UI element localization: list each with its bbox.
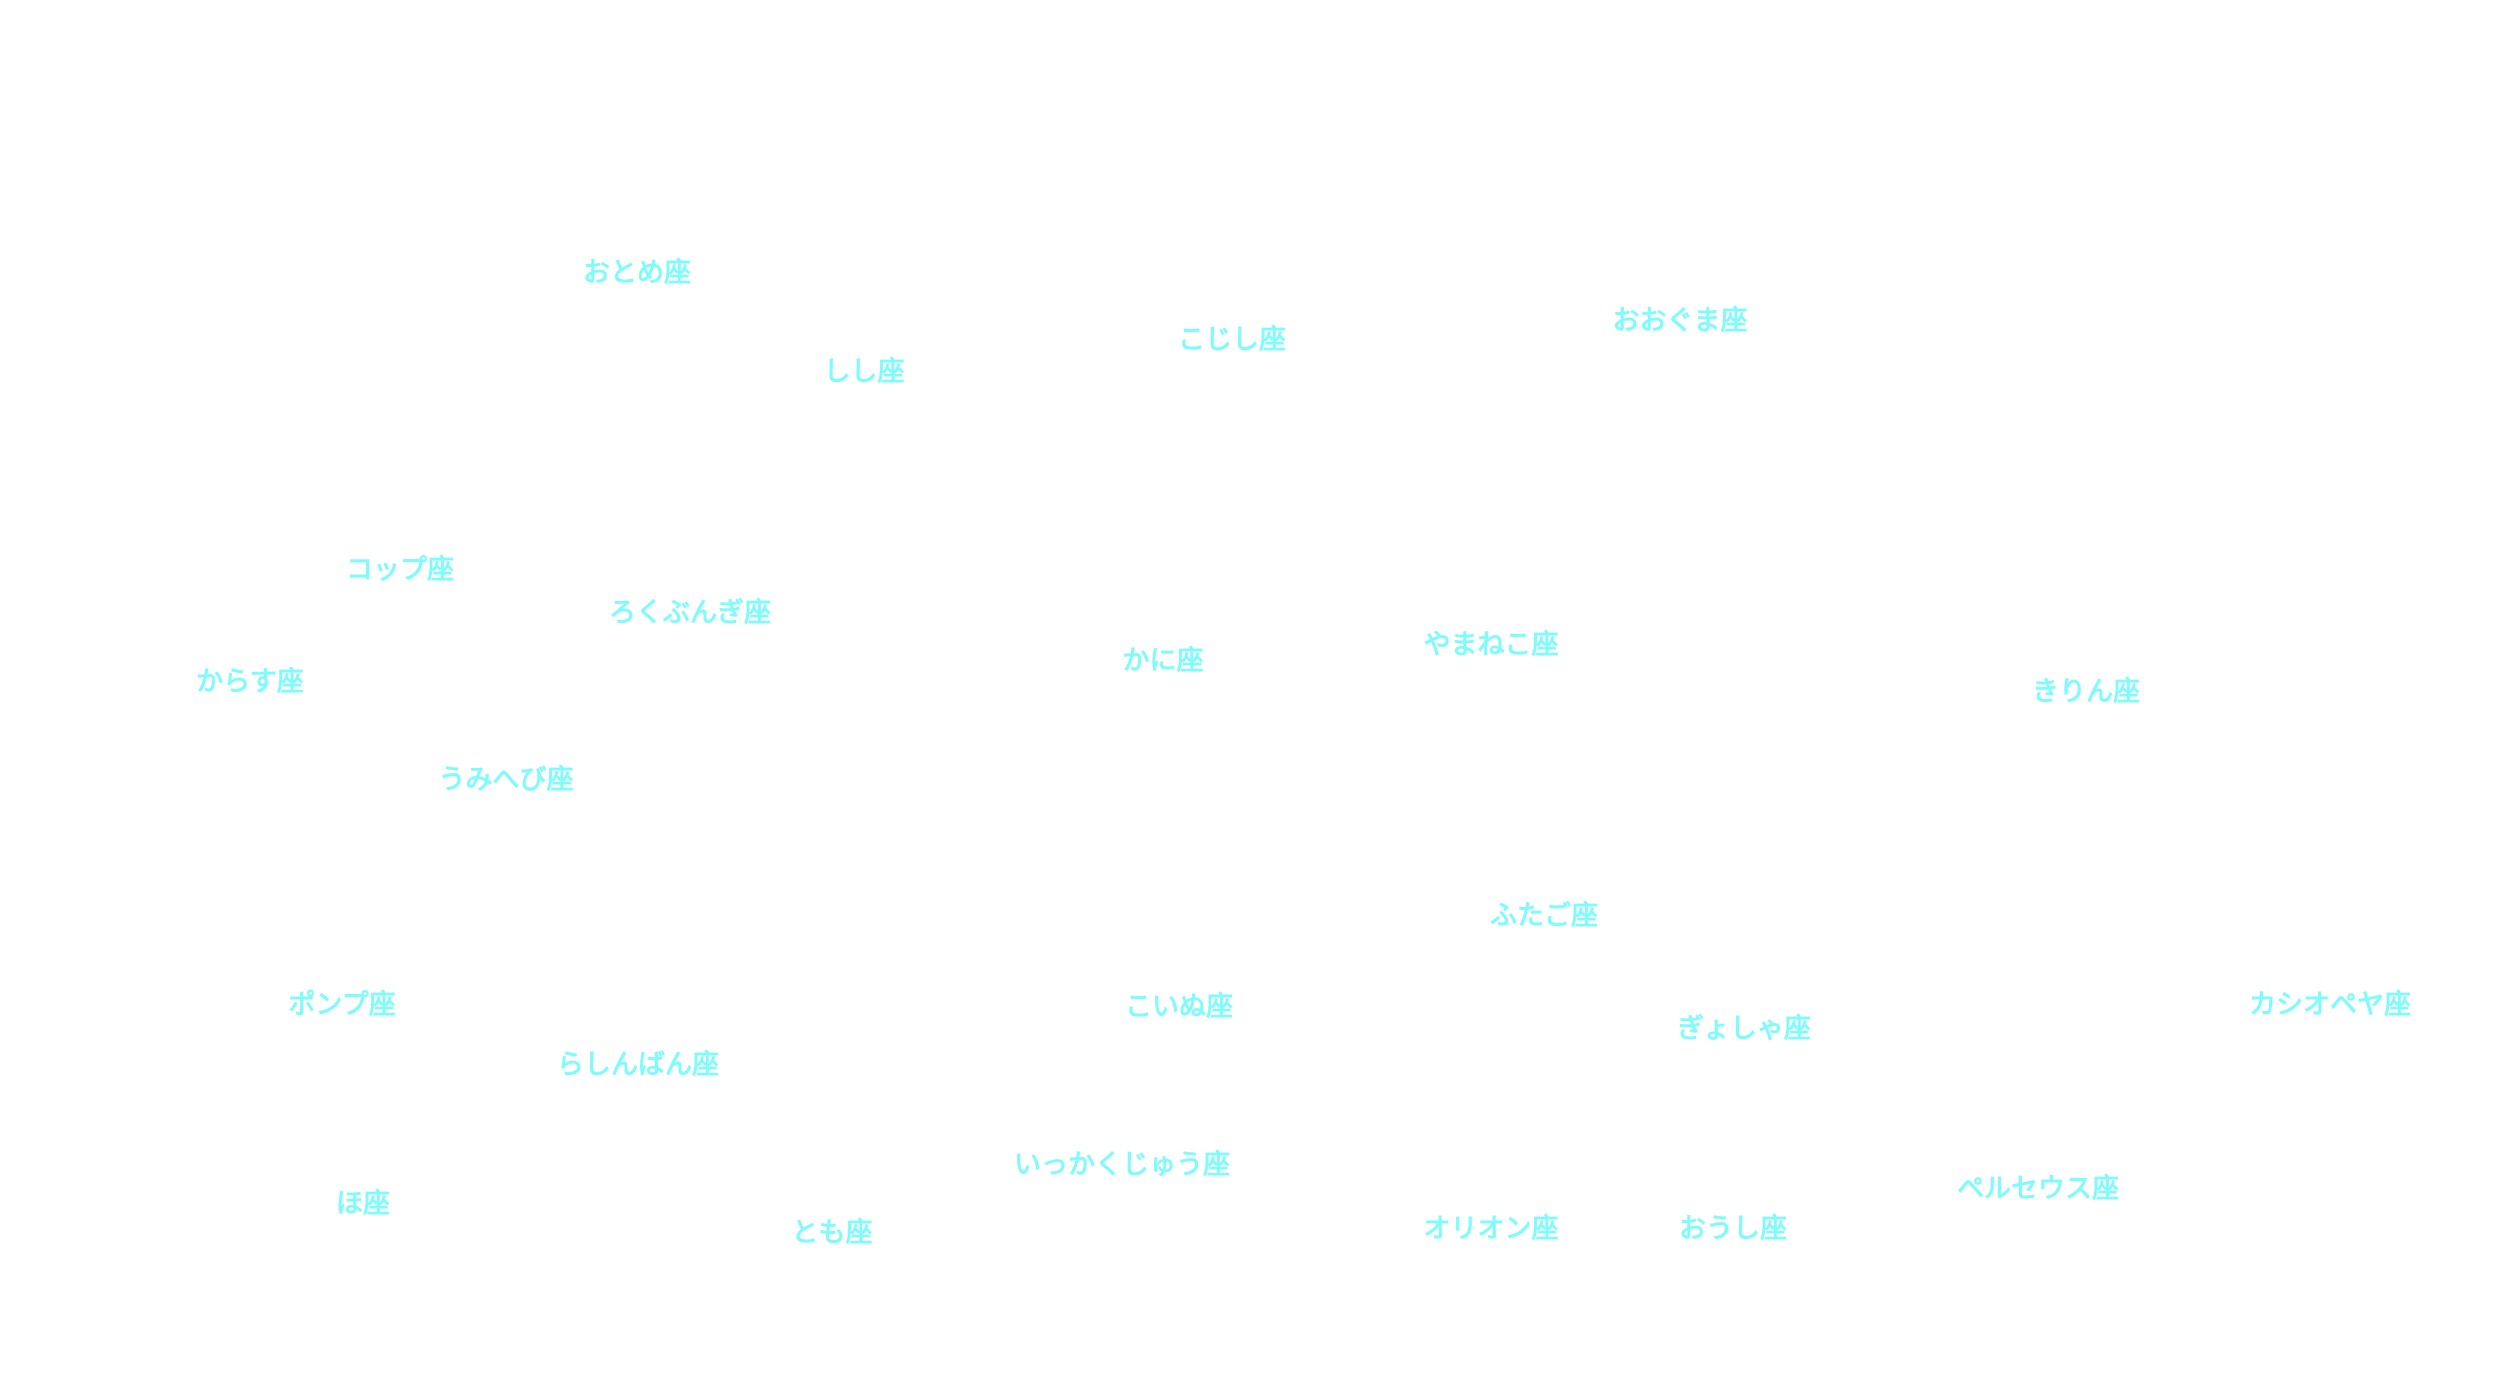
constellation-label: おおぐま座 — [1613, 305, 1748, 337]
constellation-label: コップ座 — [346, 554, 454, 586]
constellation-label: カシオペヤ座 — [2249, 989, 2411, 1021]
constellation-label: しし座 — [824, 356, 905, 388]
constellation-label: ペルセウス座 — [1957, 1173, 2119, 1205]
constellation-label: うみへび座 — [439, 764, 574, 796]
constellation-label: ポンプ座 — [288, 989, 395, 1021]
constellation-label: ふたご座 — [1490, 900, 1598, 932]
constellation-label: かに座 — [1123, 645, 1204, 677]
constellation-label: らしんばん座 — [557, 1049, 719, 1081]
constellation-label: おとめ座 — [583, 257, 691, 289]
constellation-label: やまねこ座 — [1424, 629, 1559, 661]
constellation-label: こじし座 — [1178, 324, 1286, 356]
constellation-label: いっかくじゅう座 — [1014, 1149, 1230, 1181]
constellation-label: とも座 — [792, 1217, 873, 1249]
constellation-label: ほ座 — [336, 1188, 390, 1220]
constellation-label: ろくぶんぎ座 — [609, 597, 771, 629]
constellation-label: オリオン座 — [1424, 1213, 1559, 1245]
constellation-label: からす座 — [196, 666, 303, 698]
constellation-label: きりん座 — [2032, 676, 2140, 708]
constellation-label: ぎょしゃ座 — [1677, 1013, 1811, 1045]
constellation-label: おうし座 — [1679, 1213, 1787, 1245]
constellation-label: こいぬ座 — [1125, 991, 1233, 1023]
